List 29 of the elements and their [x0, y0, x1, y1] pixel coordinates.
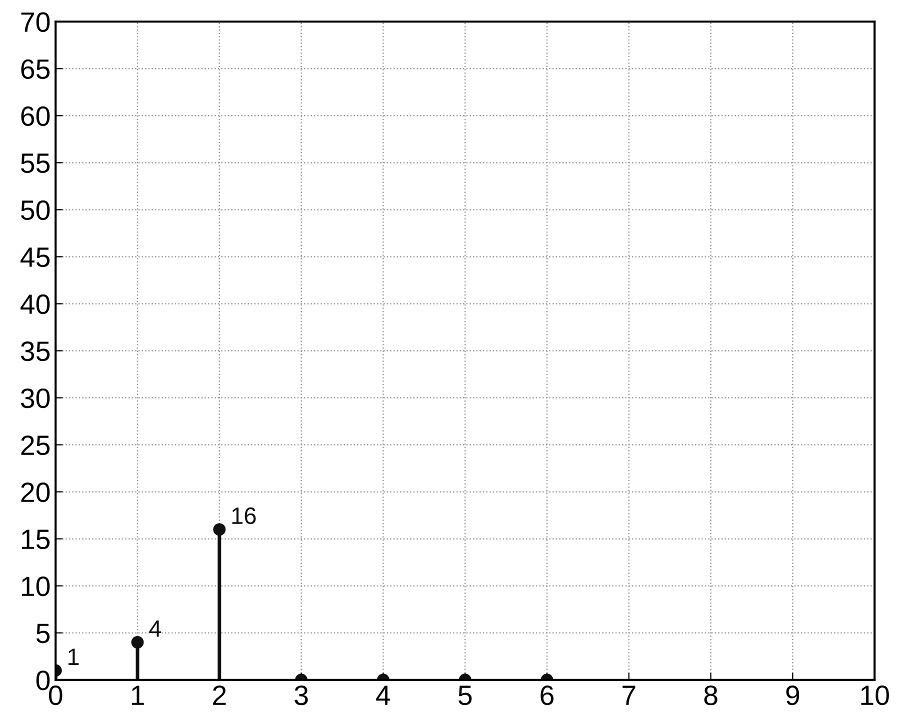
x-tick-label: 2 [213, 686, 226, 705]
y-tick-label: 10 [22, 576, 50, 596]
x-tick-label: 8 [704, 686, 718, 706]
x-tick-label: 0 [48, 686, 62, 706]
y-tick-label: 25 [21, 435, 50, 456]
data-label: 16 [232, 507, 256, 524]
y-tick-label: 55 [20, 154, 50, 174]
y-tick-label: 70 [21, 12, 50, 32]
x-tick-label: 4 [376, 686, 390, 705]
y-tick-label: 5 [36, 624, 50, 644]
y-tick-label: 35 [20, 341, 50, 362]
x-tick-label: 7 [622, 686, 636, 705]
y-tick-label: 60 [21, 106, 50, 126]
x-tick-label: 3 [294, 686, 308, 706]
y-tick-label: 45 [20, 248, 50, 268]
y-tick-label: 40 [20, 294, 50, 314]
x-tick-label: 10 [861, 686, 889, 706]
data-label: 4 [149, 620, 162, 637]
y-tick-label: 30 [20, 388, 50, 408]
y-tick-label: 50 [20, 200, 50, 220]
x-tick-label: 6 [540, 686, 554, 706]
y-tick-label: 0 [36, 670, 50, 690]
y-tick-label: 20 [21, 482, 50, 502]
x-tick-label: 1 [132, 686, 144, 705]
data-label: 1 [68, 648, 79, 665]
y-tick-label: 65 [21, 59, 50, 79]
x-tick-label: 9 [786, 686, 800, 706]
x-tick-label: 5 [458, 686, 472, 706]
y-tick-label: 15 [22, 530, 50, 550]
